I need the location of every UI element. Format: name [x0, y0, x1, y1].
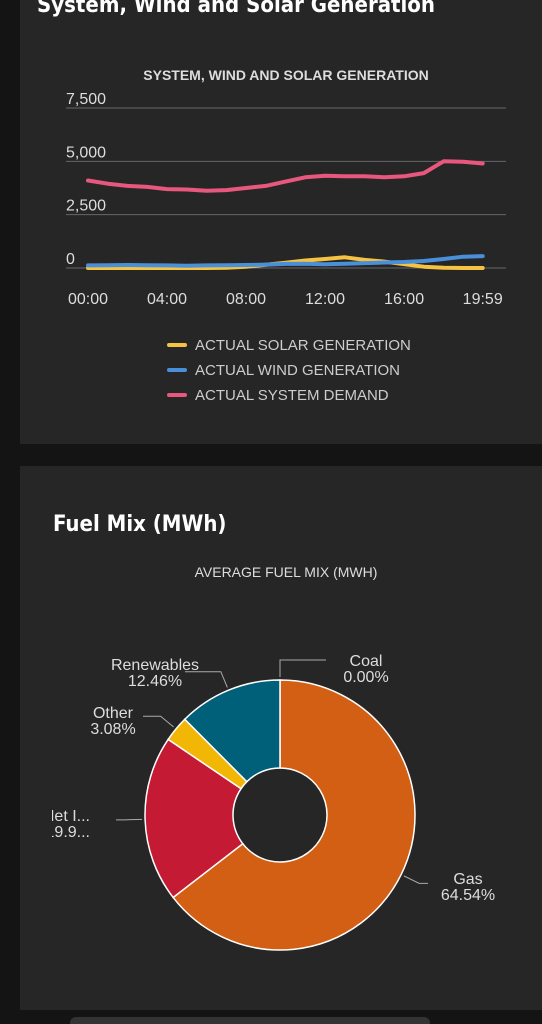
x-tick-label: 00:00 [68, 291, 108, 308]
slice-value-label: 0.00% [343, 669, 388, 686]
x-tick-label: 19:59 [463, 291, 503, 308]
section-heading: System, Wind and Solar Generation [37, 0, 435, 18]
leader-line [185, 671, 228, 688]
panel [20, 0, 542, 444]
slice-label: Net I... [43, 808, 90, 825]
slice-label: Renewables [111, 657, 199, 674]
chart-title: AVERAGE FUEL MIX (MWH) [195, 564, 378, 580]
y-tick-label: 5,000 [66, 144, 106, 161]
leader-line [279, 659, 326, 677]
chart-title: SYSTEM, WIND AND SOLAR GENERATION [143, 67, 428, 83]
leader-line [403, 875, 428, 884]
section-heading: Fuel Mix (MWh) [53, 512, 226, 537]
x-tick-label: 16:00 [384, 291, 424, 308]
donut-slice [144, 738, 244, 899]
y-tick-label: 2,500 [66, 198, 106, 215]
legend-label: ACTUAL WIND GENERATION [195, 362, 400, 379]
slice-value-label: 64.54% [441, 887, 495, 904]
line-chart: SYSTEM, WIND AND SOLAR GENERATION 0 2,500 5… [66, 67, 506, 404]
legend-label: ACTUAL SYSTEM DEMAND [195, 387, 389, 404]
donut-slice [172, 679, 416, 951]
x-tick-label: 04:00 [147, 291, 187, 308]
donut-slice [183, 679, 281, 783]
x-tick-label: 08:00 [226, 291, 266, 308]
slice-value-label: 19.9... [46, 824, 90, 841]
x-tick-label: 12:00 [305, 291, 345, 308]
slice-value-label: 3.08% [90, 721, 135, 738]
series-line [86, 159, 485, 193]
scroll-bar [70, 1017, 430, 1024]
leader-line [143, 715, 174, 728]
leader-line [116, 818, 143, 821]
slice-label: Gas [453, 871, 482, 888]
legend-label: ACTUAL SOLAR GENERATION [195, 337, 411, 354]
slice-value-label: 12.46% [128, 673, 182, 690]
slice-label: Coal [350, 653, 383, 670]
y-tick-label: 0 [66, 251, 75, 268]
slice-label: Other [93, 705, 134, 722]
y-tick-label: 7,500 [66, 91, 106, 108]
series-line [86, 254, 485, 268]
